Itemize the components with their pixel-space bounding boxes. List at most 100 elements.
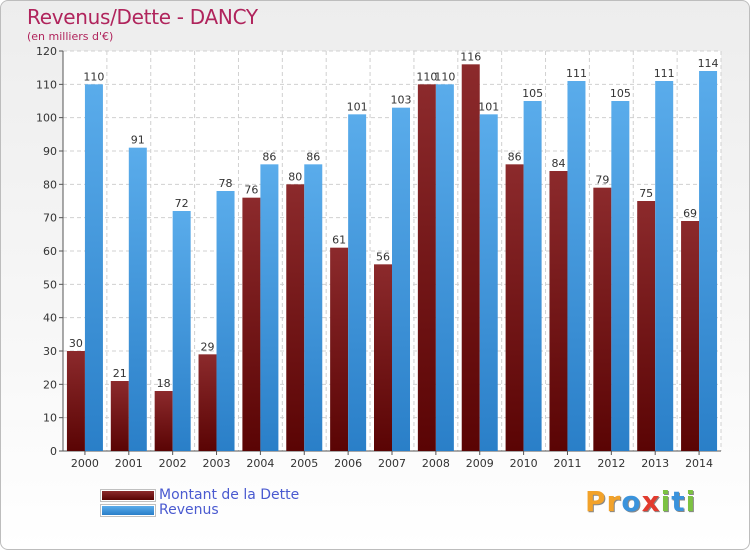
bar-debt xyxy=(681,221,700,451)
bar-revenue xyxy=(128,147,147,451)
y-tick-label: 70 xyxy=(43,212,57,225)
data-label-revenue: 111 xyxy=(654,67,675,80)
y-tick-label: 50 xyxy=(43,278,57,291)
x-tick-label: 2000 xyxy=(71,457,99,470)
logo-letter: r xyxy=(606,485,622,518)
bar-revenue xyxy=(435,84,454,451)
legend-label-revenue: Revenus xyxy=(159,502,219,518)
data-label-debt: 116 xyxy=(460,50,481,63)
x-tick-label: 2014 xyxy=(685,457,713,470)
bar-debt xyxy=(198,354,217,451)
data-label-revenue: 111 xyxy=(566,67,587,80)
data-label-revenue: 101 xyxy=(478,100,499,113)
x-tick-label: 2004 xyxy=(246,457,274,470)
bar-debt xyxy=(374,264,392,451)
data-label-debt: 21 xyxy=(113,367,127,380)
logo-letter: t xyxy=(671,485,686,518)
logo-letter: P xyxy=(585,485,607,518)
bar-debt xyxy=(549,171,568,451)
logo-letter: x xyxy=(641,485,661,518)
x-tick-label: 2013 xyxy=(641,457,669,470)
data-label-debt: 61 xyxy=(332,234,346,247)
data-label-debt: 79 xyxy=(595,174,609,187)
data-label-revenue: 101 xyxy=(347,100,368,113)
x-tick-label: 2006 xyxy=(334,457,362,470)
data-label-revenue: 110 xyxy=(83,70,104,83)
data-label-revenue: 72 xyxy=(175,197,189,210)
bar-debt xyxy=(242,197,261,451)
y-tick-label: 120 xyxy=(36,45,57,58)
legend-label-debt: Montant de la Dette xyxy=(159,487,300,503)
data-label-debt: 86 xyxy=(508,150,522,163)
x-tick-label: 2007 xyxy=(378,457,406,470)
x-tick-label: 2008 xyxy=(422,457,450,470)
bar-debt xyxy=(286,184,305,452)
bar-debt xyxy=(461,64,480,452)
bar-revenue xyxy=(479,114,498,451)
data-label-debt: 56 xyxy=(376,250,390,263)
chart-subtitle: (en milliers d'€) xyxy=(27,30,114,43)
bar-debt xyxy=(417,84,436,451)
x-tick-label: 2011 xyxy=(553,457,581,470)
x-tick-label: 2001 xyxy=(115,457,143,470)
data-label-revenue: 86 xyxy=(262,150,276,163)
bar-revenue xyxy=(655,81,674,451)
bar-revenue xyxy=(304,164,323,452)
data-label-debt: 84 xyxy=(551,157,565,170)
bar-debt xyxy=(637,201,656,451)
y-tick-label: 60 xyxy=(43,245,57,258)
y-tick-label: 80 xyxy=(43,178,57,191)
logo-letter: i xyxy=(660,485,672,518)
data-label-revenue: 86 xyxy=(306,150,320,163)
data-label-debt: 76 xyxy=(244,184,258,197)
bar-revenue xyxy=(172,211,191,451)
logo-letter: o xyxy=(621,485,642,518)
bar-revenue xyxy=(260,164,279,452)
data-label-debt: 75 xyxy=(639,187,653,200)
y-tick-label: 20 xyxy=(43,378,57,391)
bar-revenue xyxy=(216,191,235,451)
bar-debt xyxy=(110,381,129,451)
bar-revenue xyxy=(611,101,630,451)
bar-debt xyxy=(66,351,85,451)
data-label-revenue: 110 xyxy=(434,70,455,83)
y-tick-label: 0 xyxy=(50,445,57,458)
data-label-debt: 30 xyxy=(69,337,83,350)
axes: 0 10 20 30 40 50 60 70 80 90 100 110 120 2000 2001 2002… xyxy=(36,45,721,470)
bar-debt xyxy=(593,187,612,451)
data-label-debt: 110 xyxy=(416,70,437,83)
proxiti-logo: Proxiti xyxy=(585,485,696,518)
x-tick-label: 2010 xyxy=(510,457,538,470)
logo-letter: i xyxy=(685,485,697,518)
data-labels: 3011021911872297876868086611015610311011… xyxy=(69,50,719,390)
bar-debt xyxy=(154,391,173,451)
data-label-revenue: 78 xyxy=(219,177,233,190)
bar-revenue xyxy=(348,114,367,451)
x-tick-label: 2003 xyxy=(203,457,231,470)
bar-revenue xyxy=(84,84,103,451)
bar-revenue xyxy=(699,71,718,451)
data-label-debt: 18 xyxy=(157,377,171,390)
y-tick-label: 40 xyxy=(43,312,57,325)
chart-title: Revenus/Dette - DANCY xyxy=(27,5,258,29)
data-label-revenue: 91 xyxy=(131,134,145,147)
data-label-revenue: 103 xyxy=(391,94,412,107)
y-tick-label: 90 xyxy=(43,145,57,158)
bar-debt xyxy=(505,164,524,452)
bar-revenue xyxy=(392,107,410,452)
bar-debt xyxy=(330,247,349,451)
y-tick-label: 100 xyxy=(36,112,57,125)
legend-swatch-debt xyxy=(101,489,155,501)
data-label-debt: 29 xyxy=(201,340,215,353)
legend-item-debt: Montant de la Dette xyxy=(101,486,299,504)
x-tick-label: 2012 xyxy=(597,457,625,470)
bars xyxy=(66,64,718,452)
data-label-debt: 80 xyxy=(288,170,302,183)
x-tick-label: 2005 xyxy=(290,457,318,470)
legend-swatch-revenue xyxy=(101,504,155,516)
data-label-revenue: 105 xyxy=(522,87,543,100)
legend-item-revenue: Revenus xyxy=(101,501,219,519)
x-tick-label: 2009 xyxy=(466,457,494,470)
bar-revenue xyxy=(567,81,586,451)
